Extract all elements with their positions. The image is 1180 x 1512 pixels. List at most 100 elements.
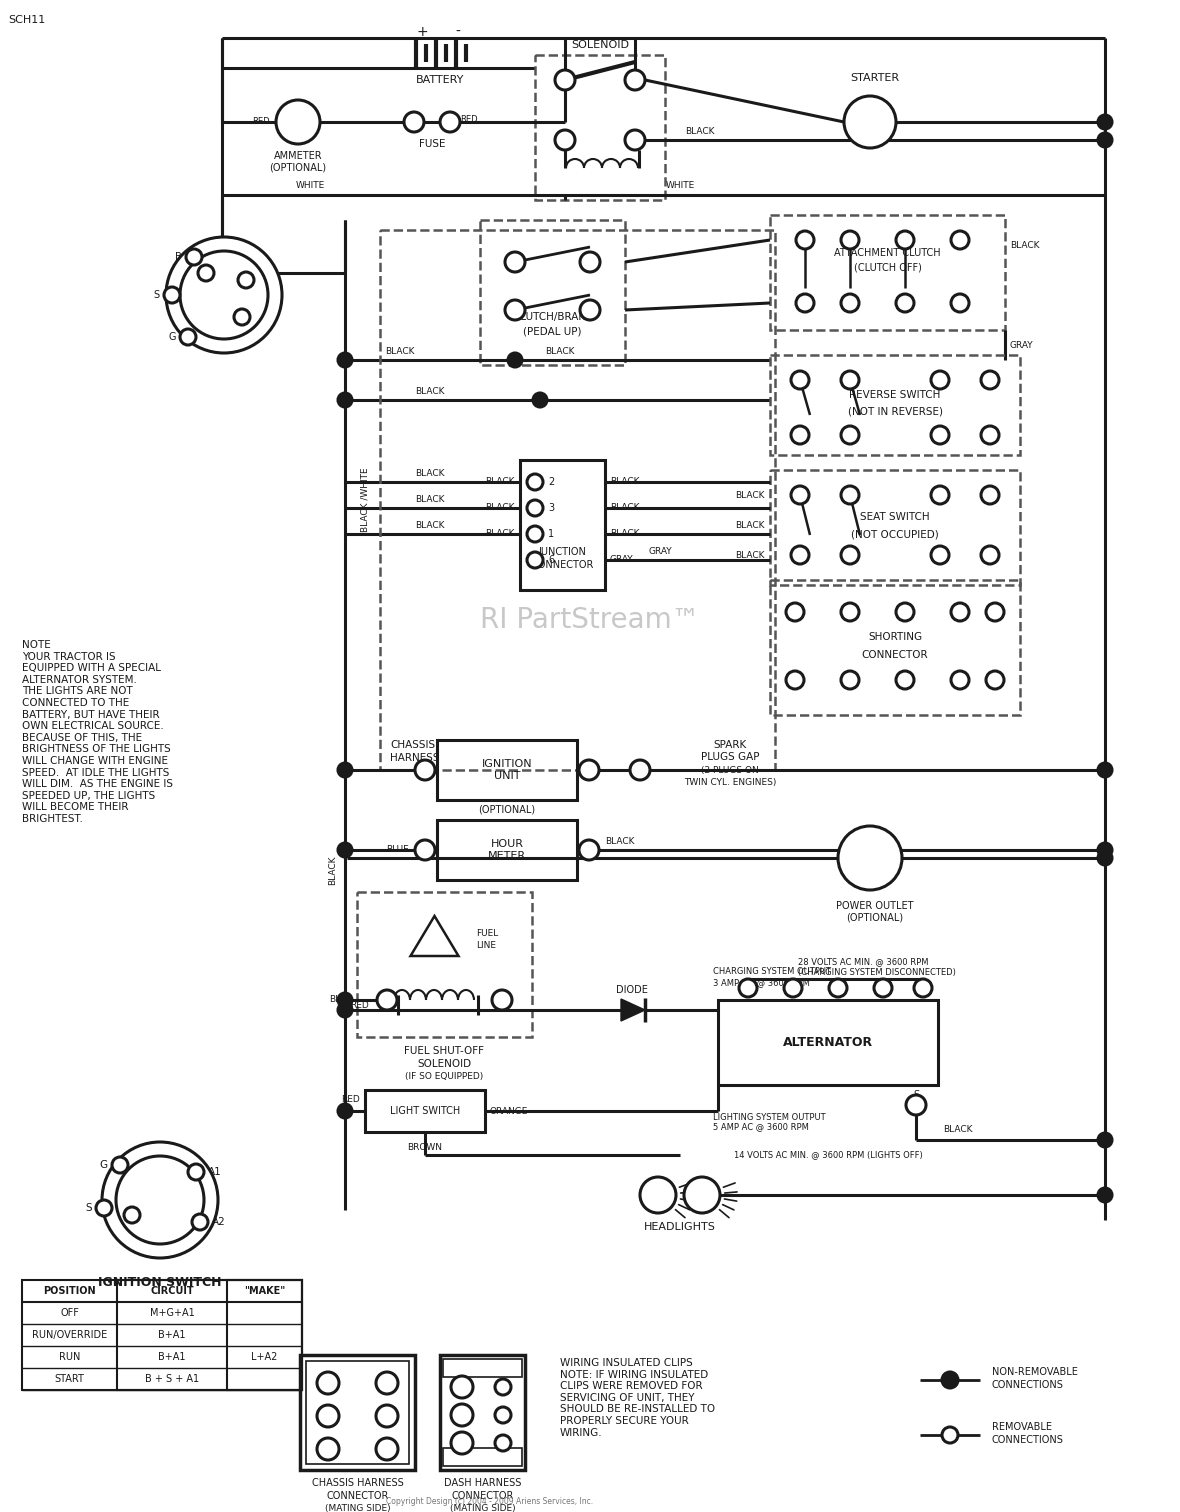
Text: BLACK: BLACK <box>610 529 640 538</box>
Circle shape <box>844 95 896 148</box>
Circle shape <box>555 130 575 150</box>
Circle shape <box>625 130 645 150</box>
Text: PLUGS GAP: PLUGS GAP <box>701 751 759 762</box>
Text: DIODE: DIODE <box>616 984 648 995</box>
Text: G: G <box>100 1160 109 1170</box>
Circle shape <box>640 1176 676 1213</box>
Circle shape <box>337 1104 352 1117</box>
Circle shape <box>440 112 460 132</box>
Text: OFF: OFF <box>60 1308 79 1318</box>
Circle shape <box>931 426 949 445</box>
Text: BLUE: BLUE <box>386 845 409 854</box>
Text: S: S <box>913 1090 919 1101</box>
Text: (IF SO EQUIPPED): (IF SO EQUIPPED) <box>406 1072 484 1081</box>
Text: O₄: O₄ <box>381 1444 393 1455</box>
Text: B: B <box>176 253 182 262</box>
Circle shape <box>841 671 859 689</box>
Circle shape <box>951 603 969 621</box>
Circle shape <box>276 100 320 144</box>
Circle shape <box>376 1438 398 1461</box>
Text: BLACK: BLACK <box>686 127 715 136</box>
Bar <box>520 460 605 590</box>
Circle shape <box>896 293 914 311</box>
Text: O₅: O₅ <box>381 1411 393 1421</box>
Circle shape <box>579 761 599 780</box>
Text: SHORTING: SHORTING <box>868 632 922 643</box>
Text: CHASSIS: CHASSIS <box>391 739 435 750</box>
Circle shape <box>625 70 645 91</box>
Text: D₁: D₁ <box>322 1444 334 1455</box>
Circle shape <box>931 370 949 389</box>
Text: RUN: RUN <box>59 1352 80 1362</box>
Text: CONNECTOR: CONNECTOR <box>451 1491 513 1501</box>
Text: SOLENOID: SOLENOID <box>571 39 629 50</box>
Text: DASH HARNESS: DASH HARNESS <box>444 1479 522 1488</box>
Bar <box>306 1361 409 1464</box>
Text: 14 VOLTS AC MIN. @ 3600 RPM (LIGHTS OFF): 14 VOLTS AC MIN. @ 3600 RPM (LIGHTS OFF) <box>734 1151 923 1160</box>
Text: BLACK: BLACK <box>610 503 640 513</box>
Text: BLUE: BLUE <box>329 995 352 1004</box>
Bar <box>437 739 577 800</box>
Text: CONNECTOR: CONNECTOR <box>327 1491 388 1501</box>
Circle shape <box>527 473 543 490</box>
Bar <box>535 54 666 200</box>
Text: CHARGING SYSTEM OUTPUT: CHARGING SYSTEM OUTPUT <box>713 968 831 977</box>
Circle shape <box>1099 133 1112 147</box>
Text: BATTERY: BATTERY <box>415 76 464 85</box>
Text: 3 AMP DC @ 3600 RPM: 3 AMP DC @ 3600 RPM <box>713 978 809 987</box>
Bar <box>771 355 1020 455</box>
Circle shape <box>1099 1188 1112 1202</box>
Circle shape <box>317 1371 339 1394</box>
Circle shape <box>533 393 548 407</box>
Circle shape <box>951 231 969 249</box>
Circle shape <box>841 426 859 445</box>
Text: CLUTCH/BRAKE: CLUTCH/BRAKE <box>513 311 592 322</box>
Text: Q₆: Q₆ <box>457 1382 467 1393</box>
Circle shape <box>494 1408 511 1423</box>
Circle shape <box>630 761 650 780</box>
Bar <box>442 1359 522 1377</box>
Text: NON-REMOVABLE: NON-REMOVABLE <box>992 1367 1077 1377</box>
Text: RED: RED <box>253 116 270 125</box>
Circle shape <box>1099 115 1112 129</box>
Text: CONNECTOR: CONNECTOR <box>531 559 594 570</box>
Text: L+A2: L+A2 <box>251 1352 277 1362</box>
Text: SPARK: SPARK <box>714 739 747 750</box>
Text: LIGHTING SYSTEM OUTPUT: LIGHTING SYSTEM OUTPUT <box>713 1113 826 1122</box>
Circle shape <box>494 1379 511 1396</box>
Circle shape <box>505 299 525 321</box>
Circle shape <box>942 1371 958 1388</box>
Text: ALTERNATOR: ALTERNATOR <box>784 1036 873 1049</box>
Circle shape <box>906 1095 926 1114</box>
Circle shape <box>1099 851 1112 865</box>
Circle shape <box>505 253 525 272</box>
Circle shape <box>317 1438 339 1461</box>
Text: +: + <box>417 26 428 39</box>
Circle shape <box>786 603 804 621</box>
Bar <box>442 1448 522 1467</box>
Text: (NOT IN REVERSE): (NOT IN REVERSE) <box>847 407 943 417</box>
Text: BLACK: BLACK <box>385 348 414 357</box>
Bar <box>22 1281 302 1390</box>
Text: BLACK: BLACK <box>415 496 445 505</box>
Text: B+A1: B+A1 <box>158 1352 185 1362</box>
Bar <box>365 1090 485 1132</box>
Circle shape <box>791 485 809 503</box>
Circle shape <box>188 1164 204 1179</box>
Circle shape <box>404 112 424 132</box>
Circle shape <box>841 485 859 503</box>
Text: RED: RED <box>460 115 478 124</box>
Text: BLACK: BLACK <box>735 550 765 559</box>
Text: Q₅: Q₅ <box>457 1411 467 1420</box>
Circle shape <box>796 293 814 311</box>
Text: -: - <box>455 26 460 39</box>
Circle shape <box>494 1435 511 1452</box>
Text: NOTE
YOUR TRACTOR IS
EQUIPPED WITH A SPECIAL
ALTERNATOR SYSTEM.
THE LIGHTS ARE N: NOTE YOUR TRACTOR IS EQUIPPED WITH A SPE… <box>22 640 173 824</box>
Circle shape <box>527 526 543 541</box>
Circle shape <box>796 231 814 249</box>
Text: (NOT OCCUPIED): (NOT OCCUPIED) <box>851 529 939 540</box>
Text: S: S <box>85 1204 92 1213</box>
Circle shape <box>931 546 949 564</box>
Text: POWER OUTLET: POWER OUTLET <box>837 901 913 912</box>
Text: GRAY: GRAY <box>610 555 634 564</box>
